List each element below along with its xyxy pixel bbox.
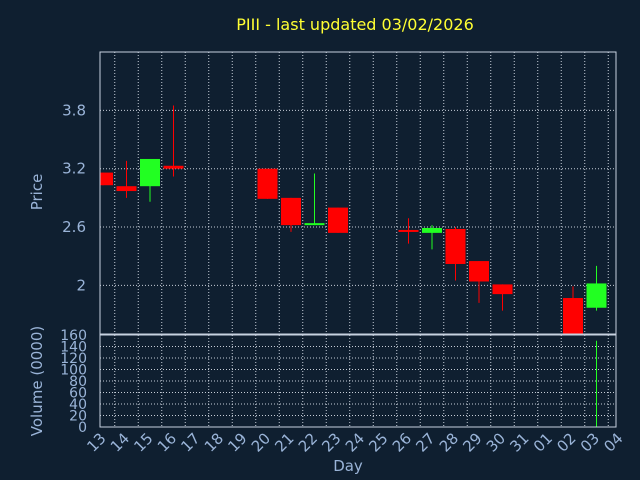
candle-13 [100, 172, 113, 186]
x-tick-label: 15 [130, 429, 156, 455]
x-tick-label: 31 [506, 429, 532, 455]
candle-body [563, 298, 583, 334]
candle-22 [304, 173, 325, 226]
candle-29 [469, 261, 489, 303]
x-tick-label: 28 [436, 429, 462, 455]
x-tick-label: 17 [177, 429, 203, 455]
x-tick-label: 14 [107, 429, 133, 455]
candle-body [257, 168, 278, 199]
x-ticks: 1314151617181920212223242526272829303101… [83, 429, 626, 455]
candle-15 [140, 158, 160, 202]
candle-27 [422, 225, 442, 250]
price-y-ticks: 2 2.6 3.2 3.8 [62, 101, 86, 294]
volume-tick-label: 0 [78, 420, 87, 436]
x-tick-label: 16 [154, 429, 180, 455]
candle-20 [257, 168, 278, 199]
candle-body [445, 228, 466, 264]
candle-body [116, 186, 137, 192]
candle-body [281, 197, 301, 226]
chart-title: PIII - last updated 03/02/2026 [236, 15, 474, 34]
volume-tick-label: 60 [69, 386, 87, 402]
x-tick-label: 03 [577, 429, 603, 455]
volume-axis-label: Volume (0000) [28, 326, 46, 436]
volume-gridlines [100, 335, 616, 427]
volume-tick-label: 100 [60, 363, 87, 379]
price-tick-label: 3.2 [62, 160, 86, 178]
x-tick-label: 22 [295, 429, 321, 455]
candle-body [304, 223, 325, 226]
x-axis-label: Day [333, 457, 363, 475]
x-tick-label: 02 [553, 429, 579, 455]
price-tick-label: 2 [76, 276, 86, 294]
volume-tick-label: 140 [60, 340, 87, 356]
volume-panel-frame [99, 334, 617, 428]
candle-30 [492, 284, 513, 311]
x-tick-label: 30 [483, 429, 509, 455]
candle-body [100, 172, 113, 186]
volume-tick-label: 40 [69, 397, 87, 413]
candle-body [586, 283, 607, 308]
x-tick-label: 19 [224, 429, 250, 455]
candle-14 [116, 160, 137, 198]
candle-body [140, 158, 160, 187]
candle-body [398, 229, 419, 232]
volume-tick-label: 80 [69, 374, 87, 390]
price-gridlines [100, 52, 616, 334]
candle-23 [328, 207, 348, 233]
candle-28 [445, 227, 466, 281]
x-tick-label: 04 [600, 429, 626, 455]
x-tick-label: 23 [318, 429, 344, 455]
x-tick-label: 25 [365, 429, 391, 455]
x-tick-label: 21 [271, 429, 297, 455]
x-tick-label: 29 [459, 429, 485, 455]
candles [100, 105, 607, 334]
candle-16 [163, 105, 184, 177]
volume-tick-label: 20 [69, 409, 87, 425]
candle-body [469, 261, 489, 282]
candle-body [328, 207, 348, 233]
candle-03 [586, 265, 607, 311]
x-tick-label: 13 [83, 429, 109, 455]
candle-21 [281, 197, 301, 232]
price-axis-label: Price [28, 174, 46, 211]
x-tick-label: 27 [412, 429, 438, 455]
volume-tick-label: 160 [60, 328, 87, 344]
candle-body [422, 228, 442, 233]
candle-26 [398, 218, 419, 244]
price-panel-frame [99, 51, 617, 335]
x-tick-label: 20 [248, 429, 274, 455]
price-tick-label: 2.6 [62, 218, 86, 236]
x-tick-label: 24 [342, 429, 368, 455]
x-tick-label: 01 [530, 429, 556, 455]
x-tick-label: 18 [201, 429, 227, 455]
price-tick-label: 3.8 [62, 101, 86, 119]
x-tick-label: 26 [389, 429, 415, 455]
volume-tick-label: 120 [60, 351, 87, 367]
candle-body [163, 165, 184, 169]
candle-body [492, 284, 513, 295]
candle-02 [563, 286, 583, 334]
